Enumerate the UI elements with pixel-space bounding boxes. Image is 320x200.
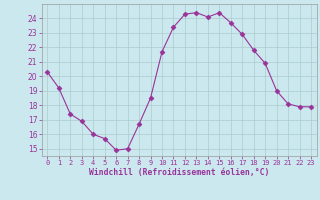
X-axis label: Windchill (Refroidissement éolien,°C): Windchill (Refroidissement éolien,°C) (89, 168, 269, 177)
